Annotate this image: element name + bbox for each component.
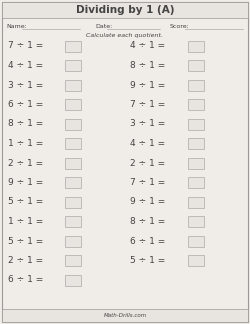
Bar: [188, 255, 204, 266]
Bar: [188, 177, 204, 188]
Bar: [2, 309, 248, 322]
Bar: [65, 216, 81, 227]
Text: 8 ÷ 1 =: 8 ÷ 1 =: [130, 61, 165, 70]
Bar: [188, 138, 204, 149]
Text: 2 ÷ 1 =: 2 ÷ 1 =: [8, 256, 43, 265]
Text: 9 ÷ 1 =: 9 ÷ 1 =: [8, 178, 43, 187]
Bar: [65, 196, 81, 207]
Text: 9 ÷ 1 =: 9 ÷ 1 =: [130, 198, 165, 206]
Bar: [188, 40, 204, 52]
Text: Score:: Score:: [170, 25, 190, 29]
Text: 9 ÷ 1 =: 9 ÷ 1 =: [130, 80, 165, 89]
Text: 3 ÷ 1 =: 3 ÷ 1 =: [130, 120, 165, 129]
Text: 1 ÷ 1 =: 1 ÷ 1 =: [8, 139, 43, 148]
Text: 2 ÷ 1 =: 2 ÷ 1 =: [130, 158, 165, 168]
Text: 8 ÷ 1 =: 8 ÷ 1 =: [130, 217, 165, 226]
Bar: [65, 60, 81, 71]
Text: 7 ÷ 1 =: 7 ÷ 1 =: [130, 100, 165, 109]
Text: 6 ÷ 1 =: 6 ÷ 1 =: [8, 275, 43, 284]
Bar: [65, 236, 81, 247]
Bar: [188, 157, 204, 168]
Text: 7 ÷ 1 =: 7 ÷ 1 =: [8, 41, 43, 51]
Bar: [65, 177, 81, 188]
Text: 6 ÷ 1 =: 6 ÷ 1 =: [130, 237, 165, 246]
Text: 8 ÷ 1 =: 8 ÷ 1 =: [8, 120, 43, 129]
Text: Dividing by 1 (A): Dividing by 1 (A): [76, 5, 174, 15]
Bar: [2, 2, 248, 18]
Bar: [188, 60, 204, 71]
Text: Name:: Name:: [6, 25, 27, 29]
Bar: [188, 79, 204, 90]
Bar: [65, 40, 81, 52]
Text: 5 ÷ 1 =: 5 ÷ 1 =: [8, 198, 43, 206]
Text: 7 ÷ 1 =: 7 ÷ 1 =: [130, 178, 165, 187]
Text: 5 ÷ 1 =: 5 ÷ 1 =: [8, 237, 43, 246]
Bar: [65, 157, 81, 168]
Text: 1 ÷ 1 =: 1 ÷ 1 =: [8, 217, 43, 226]
Text: 4 ÷ 1 =: 4 ÷ 1 =: [130, 41, 165, 51]
Text: Date:: Date:: [95, 25, 112, 29]
Bar: [188, 196, 204, 207]
Bar: [188, 236, 204, 247]
Text: Calculate each quotient.: Calculate each quotient.: [86, 33, 164, 39]
Text: 5 ÷ 1 =: 5 ÷ 1 =: [130, 256, 165, 265]
Text: 2 ÷ 1 =: 2 ÷ 1 =: [8, 158, 43, 168]
Bar: [65, 99, 81, 110]
Text: 6 ÷ 1 =: 6 ÷ 1 =: [8, 100, 43, 109]
Text: 3 ÷ 1 =: 3 ÷ 1 =: [8, 80, 43, 89]
Text: Math-Drills.com: Math-Drills.com: [104, 313, 146, 318]
Bar: [188, 216, 204, 227]
Bar: [65, 255, 81, 266]
Bar: [65, 274, 81, 285]
Bar: [188, 119, 204, 130]
Text: 4 ÷ 1 =: 4 ÷ 1 =: [8, 61, 43, 70]
Bar: [65, 119, 81, 130]
Bar: [188, 99, 204, 110]
Text: 4 ÷ 1 =: 4 ÷ 1 =: [130, 139, 165, 148]
Bar: [65, 138, 81, 149]
Bar: [65, 79, 81, 90]
